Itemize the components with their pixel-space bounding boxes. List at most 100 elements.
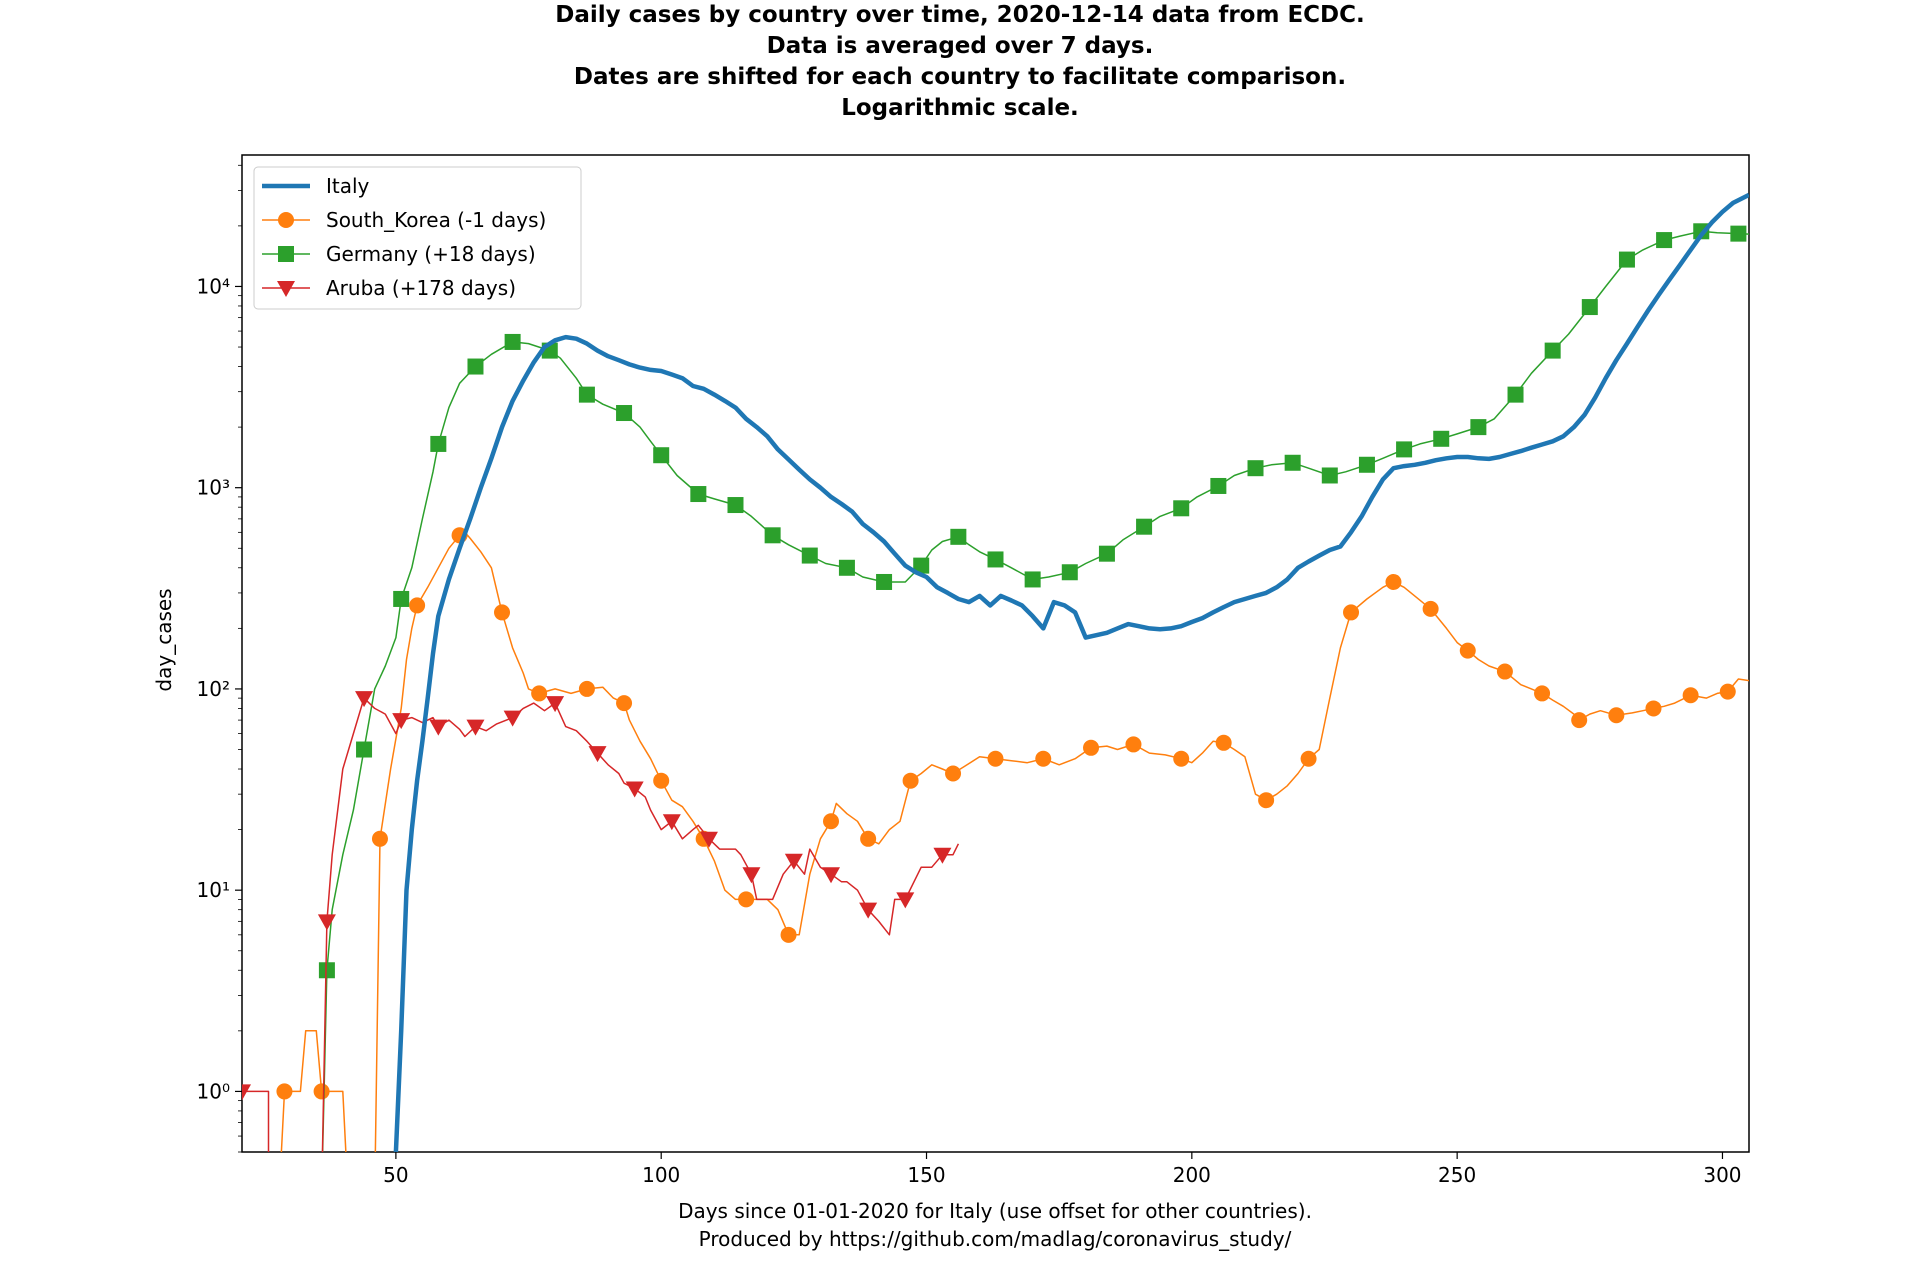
data-point [822, 867, 841, 884]
x-tick-label: 100 [642, 1163, 680, 1187]
y-tick-label: 10¹ [197, 878, 230, 902]
data-point [466, 719, 485, 736]
data-point [1544, 342, 1561, 359]
x-tick-label: 50 [383, 1163, 408, 1187]
data-point [1507, 386, 1524, 403]
legend: Italy South_Korea (-1 days) Germany (+18 d… [253, 166, 582, 310]
x-axis: 50 100 150 200 250 300 [383, 1152, 1742, 1187]
data-point [1433, 430, 1450, 447]
data-point [950, 528, 967, 545]
data-point [1173, 750, 1190, 767]
data-point [784, 853, 803, 870]
data-point [860, 830, 877, 847]
legend-box [253, 166, 582, 310]
legend-marker [278, 212, 294, 228]
data-point [1215, 734, 1232, 751]
data-point [653, 772, 670, 789]
data-point [780, 926, 797, 943]
data-point [494, 604, 511, 621]
legend-marker [277, 281, 295, 297]
data-point [945, 765, 962, 782]
data-point [1173, 500, 1190, 517]
series-south_korea [276, 527, 1749, 1152]
data-point [876, 573, 893, 590]
data-point [1258, 792, 1275, 809]
data-point [823, 813, 840, 830]
data-point [1682, 687, 1699, 704]
data-point [699, 831, 718, 848]
data-point [838, 559, 855, 576]
data-point [1125, 736, 1142, 753]
series-line [321, 230, 1749, 1152]
data-point [738, 891, 755, 908]
data-point [1459, 642, 1476, 659]
x-tick-label: 250 [1438, 1163, 1476, 1187]
data-point [933, 847, 952, 864]
data-point [313, 1083, 330, 1100]
data-point [1098, 545, 1115, 562]
data-point [393, 590, 410, 607]
data-point [1608, 707, 1625, 724]
series-line [280, 531, 1749, 1152]
data-point [1061, 564, 1078, 581]
data-point [1321, 467, 1338, 484]
data-point [531, 685, 548, 702]
data-point [588, 746, 607, 763]
y-axis: 10⁰ 10¹ 10² 10³ 10⁴ [197, 164, 242, 1153]
data-point [429, 719, 448, 736]
chart-title-line-2: Data is averaged over 7 days. [766, 33, 1154, 59]
x-axis-credit-label: Produced by https://github.com/madlag/co… [699, 1227, 1292, 1251]
legend-marker [278, 246, 294, 262]
data-point [987, 750, 1004, 767]
data-point [1618, 251, 1635, 268]
data-point [616, 695, 633, 712]
data-point [987, 551, 1004, 568]
data-point [896, 892, 915, 909]
data-point [1247, 460, 1264, 477]
y-tick-label: 10² [197, 677, 230, 701]
data-point [1396, 441, 1413, 458]
data-point [1024, 571, 1041, 588]
data-point [913, 557, 930, 574]
data-point [1534, 685, 1551, 702]
legend-label: Italy [326, 174, 370, 198]
x-tick-label: 300 [1703, 1163, 1741, 1187]
data-point [616, 405, 633, 422]
data-point [764, 527, 781, 544]
data-point [690, 486, 707, 503]
data-point [1470, 419, 1487, 436]
data-point [1343, 604, 1360, 621]
series-aruba [242, 691, 960, 1152]
data-point [276, 1083, 293, 1100]
data-point [662, 814, 681, 831]
data-point [1284, 454, 1301, 471]
data-point [467, 358, 484, 375]
y-tick-label: 10⁰ [197, 1079, 230, 1103]
data-point [409, 597, 426, 614]
data-point [1136, 518, 1153, 535]
data-point [546, 696, 565, 713]
data-point [504, 333, 521, 350]
y-tick-label: 10⁴ [197, 274, 230, 298]
data-point [1656, 232, 1673, 249]
data-point [578, 386, 595, 403]
data-point [902, 772, 919, 789]
data-point [653, 447, 670, 464]
data-point [355, 691, 374, 708]
data-point [503, 710, 522, 727]
data-point [1035, 750, 1052, 767]
x-tick-label: 150 [907, 1163, 945, 1187]
data-point [1645, 700, 1662, 717]
data-point [392, 713, 411, 730]
data-point [1571, 712, 1588, 729]
data-point [578, 680, 595, 697]
chart-title-line-4: Logarithmic scale. [841, 95, 1079, 121]
data-point [1422, 600, 1439, 617]
x-tick-label: 200 [1173, 1163, 1211, 1187]
data-point [1719, 683, 1736, 700]
series-layer [242, 192, 1749, 1152]
series-line [242, 697, 960, 1152]
legend-label: South_Korea (-1 days) [326, 208, 546, 232]
data-point [801, 547, 818, 564]
